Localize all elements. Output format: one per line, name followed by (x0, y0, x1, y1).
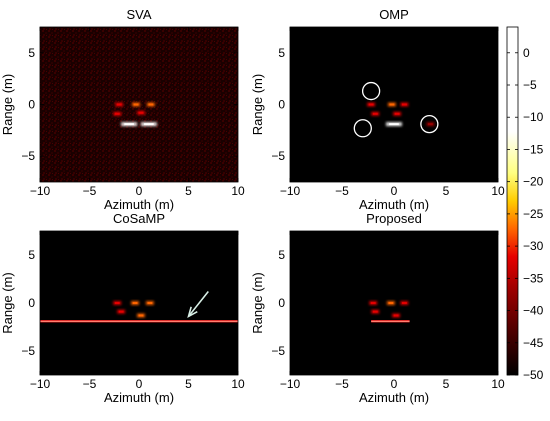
annotation-circle (420, 114, 439, 134)
x-tick-label: 0 (136, 377, 143, 391)
x-tick-label: 0 (136, 184, 143, 198)
x-axis-label: Azimuth (m) (104, 197, 174, 212)
target-point (116, 103, 122, 106)
x-tick-label: 5 (185, 377, 192, 391)
panel-omp: −10 −5 0 5 10 5 0 −5 OMP Azimuth (m) Range (m) (250, 7, 505, 212)
x-tick-label: 5 (443, 184, 450, 198)
target-point (370, 302, 376, 304)
annotation-circle (361, 81, 381, 101)
target-point (372, 310, 378, 313)
target-point (389, 123, 399, 126)
target-point (394, 112, 400, 115)
x-tick-label: 0 (391, 377, 398, 391)
colorbar-gradient (506, 26, 519, 376)
x-tick-label: 0 (391, 184, 398, 198)
target-point (124, 123, 134, 126)
x-tick-label: −10 (280, 184, 301, 198)
panel-title: CoSaMP (113, 211, 165, 226)
x-tick-label: 10 (491, 377, 505, 391)
y-tick-label: −5 (271, 344, 285, 358)
x-axis-label: Azimuth (m) (359, 390, 429, 405)
x-tick-label: 5 (185, 184, 192, 198)
y-axis-label: Range (m) (0, 272, 15, 333)
target-point (118, 310, 124, 313)
y-tick-label: 0 (278, 296, 285, 310)
annotation-circle (353, 119, 372, 138)
x-tick-label: 10 (491, 184, 505, 198)
colorbar-tick-label: −30 (523, 239, 544, 253)
panel-title: Proposed (366, 211, 422, 226)
target-point (138, 111, 144, 114)
panel-title: SVA (126, 7, 151, 22)
target-point (144, 123, 154, 126)
x-tick-label: −5 (83, 377, 97, 391)
colorbar: 0 −5 −10 −15 −20 −25 −30 −35 −40 −45 −50 (506, 26, 544, 382)
colorbar-tick-label: −35 (523, 271, 544, 285)
x-tick-label: 5 (443, 377, 450, 391)
x-tick-label: −10 (30, 184, 51, 198)
target-point (402, 103, 407, 106)
colorbar-tick-label: −25 (523, 207, 544, 221)
colorbar-tick-label: −15 (523, 142, 544, 156)
x-tick-label: 10 (231, 377, 245, 391)
target-point (148, 103, 154, 106)
target-point (402, 302, 407, 304)
target-point (133, 103, 139, 106)
panel-title: OMP (379, 7, 409, 22)
panel-sva: −10 −5 0 5 10 5 0 −5 SVA Azimuth (m) Range (m) (0, 7, 245, 212)
y-tick-label: 5 (278, 46, 285, 60)
target-point (389, 103, 395, 106)
target-point (393, 314, 399, 317)
y-tick-label: 0 (28, 98, 35, 112)
annotation-arrow (187, 290, 209, 317)
target-point (132, 302, 138, 304)
colorbar-tick-label: −40 (523, 304, 544, 318)
target-point (368, 103, 374, 106)
panel-proposed: −10 −5 0 5 10 5 0 −5 Proposed Azimuth (m) Range (m… (250, 211, 505, 405)
colorbar-tick-label: −5 (523, 78, 537, 92)
target-point (372, 112, 378, 115)
y-axis-label: Range (m) (250, 74, 265, 135)
y-tick-label: −5 (21, 344, 35, 358)
y-tick-label: 0 (278, 98, 285, 112)
target-point (138, 314, 144, 317)
x-tick-label: −10 (280, 377, 301, 391)
target-point (388, 302, 394, 304)
y-tick-label: 5 (28, 248, 35, 262)
y-tick-label: 0 (28, 296, 35, 310)
x-axis-label: Azimuth (m) (359, 197, 429, 212)
y-tick-label: 5 (28, 46, 35, 60)
annotation-arrowhead (187, 306, 198, 319)
x-tick-label: 10 (231, 184, 245, 198)
target-point (147, 302, 153, 304)
y-axis-label: Range (m) (250, 272, 265, 333)
colorbar-tick-label: −10 (523, 110, 544, 124)
x-tick-label: −5 (335, 377, 349, 391)
y-tick-label: −5 (271, 149, 285, 163)
colorbar-tick-label: −45 (523, 336, 544, 350)
x-tick-label: −5 (83, 184, 97, 198)
colorbar-tick-label: −20 (523, 175, 544, 189)
colorbar-tick-label: 0 (523, 46, 530, 60)
colorbar-tick-label: −50 (523, 368, 544, 382)
target-point (114, 302, 120, 304)
panel-cosamp: −10 −5 0 5 10 5 0 −5 CoSaMP Azimuth (m) Range (m) (0, 211, 245, 405)
y-tick-label: 5 (278, 248, 285, 262)
x-axis-label: Azimuth (m) (104, 390, 174, 405)
y-tick-label: −5 (21, 149, 35, 163)
target-point (428, 123, 433, 126)
x-tick-label: −5 (335, 184, 349, 198)
y-axis-label: Range (m) (0, 74, 15, 135)
target-point (114, 112, 120, 115)
x-tick-label: −10 (30, 377, 51, 391)
